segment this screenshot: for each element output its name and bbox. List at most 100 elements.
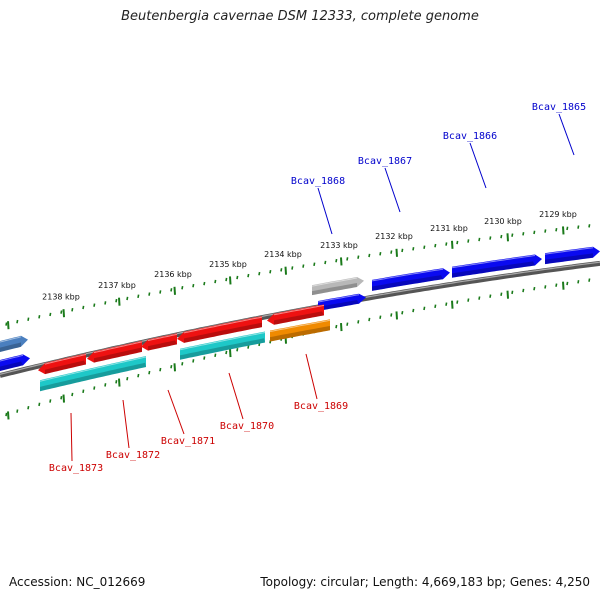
gene-arrow-pseudo — [311, 277, 364, 296]
gene-shade — [318, 300, 359, 311]
axis-dot — [335, 324, 338, 329]
axis-dot — [247, 273, 250, 278]
axis-dot — [302, 264, 305, 268]
axis-dot — [456, 300, 459, 304]
gene-arrow-fwd — [451, 254, 542, 278]
gene-label-rev: Bcav_1869 — [294, 401, 348, 412]
gene-shade — [45, 360, 86, 375]
axis-dot — [60, 395, 63, 400]
axis-major-tick — [229, 276, 232, 285]
axis-dot — [214, 353, 217, 357]
gene-highlight — [179, 332, 266, 351]
axis-dot — [379, 315, 382, 319]
axis-dot — [533, 286, 536, 291]
gene-shade — [270, 325, 330, 342]
axis-major-tick — [7, 411, 10, 420]
gene-highlight — [39, 356, 147, 382]
axis-dot — [115, 380, 118, 384]
gene-shade — [40, 362, 146, 392]
gene-label-fwd: Bcav_1865 — [532, 102, 586, 113]
axis-dot — [445, 242, 448, 246]
gene-arrow-rev — [141, 333, 178, 351]
axis-dot — [533, 230, 536, 235]
axis-dot — [82, 389, 85, 393]
axis-dot — [170, 288, 173, 292]
tick-label: 2135 kbp — [209, 260, 247, 269]
tick-label: 2132 kbp — [375, 232, 413, 241]
axis-dot — [181, 285, 184, 290]
axis-dot — [368, 317, 371, 322]
gene-shade — [545, 253, 593, 265]
axis-dot — [588, 278, 591, 282]
axis-major-tick — [173, 286, 176, 295]
axis-dot — [269, 269, 272, 274]
gene-shade — [94, 347, 142, 363]
gene-highlight — [0, 336, 22, 343]
axis-dot — [137, 373, 140, 378]
label-leader — [70, 412, 73, 462]
axis-dot — [478, 296, 481, 300]
axis-major-tick — [562, 281, 565, 290]
axis-dot — [500, 234, 503, 239]
gene-arrow-rev — [267, 304, 325, 325]
gene-body — [0, 354, 30, 371]
axis-major-tick — [506, 290, 509, 299]
axis-dot — [280, 268, 283, 272]
accession-text: Accession: NC_012669 — [9, 575, 146, 589]
gene-highlight — [451, 255, 536, 269]
axis-major-tick — [229, 348, 232, 358]
gene-body — [318, 293, 366, 311]
axis-dot — [38, 402, 41, 407]
axis-major-tick — [173, 363, 176, 372]
axis-major-tick — [451, 300, 454, 309]
gene-arrow-fwd — [371, 268, 450, 291]
axis-dot — [401, 310, 404, 315]
axis-dot — [159, 290, 162, 294]
axis-dot — [137, 294, 140, 299]
gene-shade — [180, 338, 265, 360]
axis-dot — [49, 312, 52, 317]
axis-dot — [412, 308, 415, 313]
gene-highlight — [311, 277, 358, 287]
axis-major-tick — [506, 233, 509, 242]
axis-dot — [82, 305, 85, 310]
axis-dot — [225, 277, 228, 282]
axis-dot — [203, 281, 206, 286]
axis-dot — [104, 383, 107, 387]
label-leader — [305, 353, 318, 400]
axis-dot — [478, 237, 481, 242]
label-leader — [228, 372, 244, 420]
gene-highlight — [371, 268, 444, 282]
gene-label-rev: Bcav_1873 — [49, 463, 103, 474]
axis-major-tick — [62, 394, 65, 403]
gene-label-fwd: Bcav_1867 — [358, 156, 412, 167]
axis-dot — [412, 247, 415, 251]
label-leader — [317, 187, 333, 235]
axis-dot — [291, 266, 294, 270]
axis-dot — [192, 283, 195, 288]
axis-dot — [544, 285, 547, 289]
gene-body — [180, 331, 265, 360]
axis-dot — [214, 279, 217, 284]
axis-dot — [445, 302, 448, 306]
gene-label-rev: Bcav_1872 — [106, 450, 160, 461]
gene-body — [38, 353, 86, 375]
axis-dot — [126, 296, 129, 301]
axis-major-tick — [451, 240, 454, 249]
axis-dot — [489, 294, 492, 298]
tick-label: 2133 kbp — [320, 241, 358, 250]
axis-major-tick — [284, 266, 287, 275]
gene-body — [141, 333, 177, 351]
gene-highlight — [544, 247, 594, 255]
axis-dot — [390, 250, 393, 254]
axis-dot — [60, 310, 63, 314]
gene-body — [267, 304, 324, 325]
axis-major-tick — [340, 323, 343, 332]
axis-dot — [148, 292, 151, 296]
axis-dot — [38, 315, 41, 319]
tick-label: 2129 kbp — [539, 210, 577, 219]
axis-dot — [126, 376, 129, 381]
label-leader — [384, 167, 401, 213]
tick-label: 2136 kbp — [154, 270, 192, 279]
